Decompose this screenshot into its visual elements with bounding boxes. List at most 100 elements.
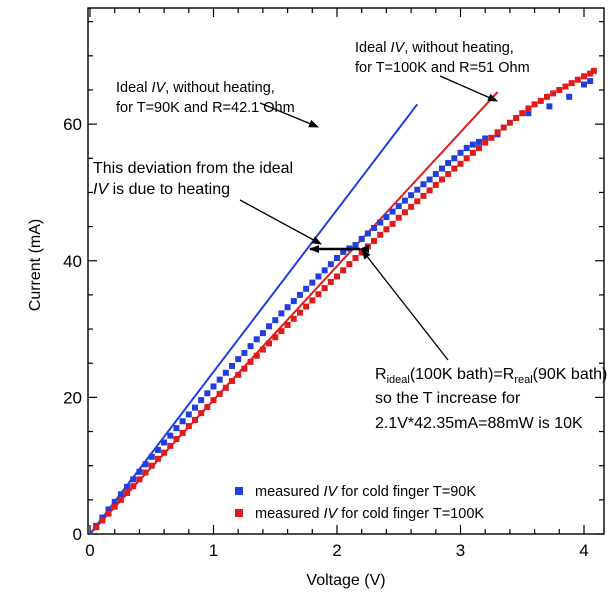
point-100k: [537, 97, 544, 104]
x-axis-title: Voltage (V): [306, 572, 385, 589]
point-100k: [272, 334, 279, 341]
point-100k: [303, 303, 310, 310]
point-90k: [253, 336, 260, 343]
point-100k: [377, 231, 384, 238]
point-90k: [229, 362, 236, 369]
point-100k: [179, 429, 186, 436]
point-90k: [179, 418, 186, 425]
ideal-100k-label-line2: for T=100K and R=51 Ohm: [355, 60, 530, 76]
point-100k: [371, 237, 378, 244]
point-90k: [130, 476, 137, 483]
point-100k: [506, 119, 513, 126]
point-100k: [457, 160, 464, 167]
legend-label-100k: measured IV for cold finger T=100K: [255, 506, 484, 522]
point-90k: [136, 468, 143, 475]
point-100k: [278, 328, 285, 335]
point-100k: [469, 149, 476, 156]
point-90k: [546, 103, 553, 110]
point-100k: [587, 70, 594, 77]
point-100k: [284, 321, 291, 328]
point-90k: [364, 230, 371, 237]
point-90k: [420, 181, 427, 188]
point-90k: [111, 498, 118, 505]
point-100k: [463, 155, 470, 162]
legend-swatch-90k: [235, 487, 243, 495]
point-90k: [438, 165, 445, 172]
point-100k: [513, 114, 520, 121]
point-100k: [590, 67, 597, 74]
x-tick-label: 3: [456, 541, 465, 560]
point-90k: [247, 343, 254, 350]
point-90k: [222, 369, 229, 376]
point-90k: [296, 291, 303, 298]
legend-swatch-100k: [235, 509, 243, 517]
point-100k: [173, 436, 180, 443]
x-tick-label: 1: [209, 541, 218, 560]
point-100k: [334, 273, 340, 280]
point-90k: [482, 135, 489, 142]
heating-annotation-line2: IV is due to heating: [93, 181, 230, 198]
point-90k: [327, 261, 334, 268]
heating-pointer: [239, 199, 322, 245]
point-90k: [377, 219, 384, 226]
point-100k: [352, 255, 359, 262]
point-90k: [191, 404, 198, 411]
point-100k: [93, 524, 100, 531]
point-100k: [142, 469, 149, 476]
series-100k-points: [93, 67, 597, 531]
point-90k: [204, 390, 211, 397]
point-90k: [408, 192, 415, 199]
point-100k: [525, 105, 532, 112]
point-90k: [463, 145, 470, 152]
point-100k: [315, 291, 322, 298]
ideal-90k-label-line1: Ideal IV, without heating,: [116, 80, 275, 96]
point-100k: [191, 416, 198, 423]
point-100k: [543, 93, 550, 100]
point-90k: [315, 273, 322, 280]
point-90k: [266, 323, 273, 330]
point-100k: [500, 124, 507, 131]
point-100k: [568, 80, 575, 87]
heating-annotation-line1: This deviation from the ideal: [93, 160, 293, 177]
point-100k: [124, 490, 131, 497]
point-100k: [247, 358, 254, 365]
point-90k: [587, 78, 594, 85]
point-90k: [426, 176, 433, 183]
point-90k: [414, 186, 421, 193]
point-100k: [185, 423, 192, 430]
x-tick-label: 0: [85, 541, 94, 560]
point-90k: [272, 317, 279, 324]
ideal-100k-arrow: [439, 75, 498, 102]
y-tick-label: 20: [63, 388, 82, 407]
point-100k: [451, 165, 458, 172]
point-100k: [167, 442, 174, 449]
point-100k: [154, 455, 161, 462]
point-90k: [198, 397, 205, 404]
point-100k: [581, 73, 587, 80]
point-100k: [476, 145, 483, 152]
y-axis-title: Current (mA): [27, 219, 44, 311]
point-100k: [408, 203, 415, 210]
point-90k: [389, 208, 396, 215]
point-100k: [198, 410, 205, 417]
point-90k: [142, 461, 149, 468]
point-100k: [574, 76, 581, 83]
point-90k: [241, 349, 248, 356]
point-90k: [334, 255, 340, 262]
point-90k: [445, 160, 452, 167]
point-90k: [290, 298, 297, 305]
y-tick-label: 60: [63, 115, 82, 134]
point-100k: [364, 243, 371, 250]
point-100k: [438, 176, 445, 183]
point-100k: [414, 198, 421, 205]
point-100k: [445, 170, 452, 177]
point-90k: [154, 446, 161, 453]
point-100k: [136, 476, 143, 483]
series-90k-points: [93, 78, 594, 529]
ratio-annotation-line2: so the T increase for: [375, 390, 521, 407]
point-100k: [241, 365, 248, 372]
point-100k: [562, 83, 569, 90]
ratio-pointer: [361, 249, 449, 361]
point-100k: [488, 134, 495, 141]
